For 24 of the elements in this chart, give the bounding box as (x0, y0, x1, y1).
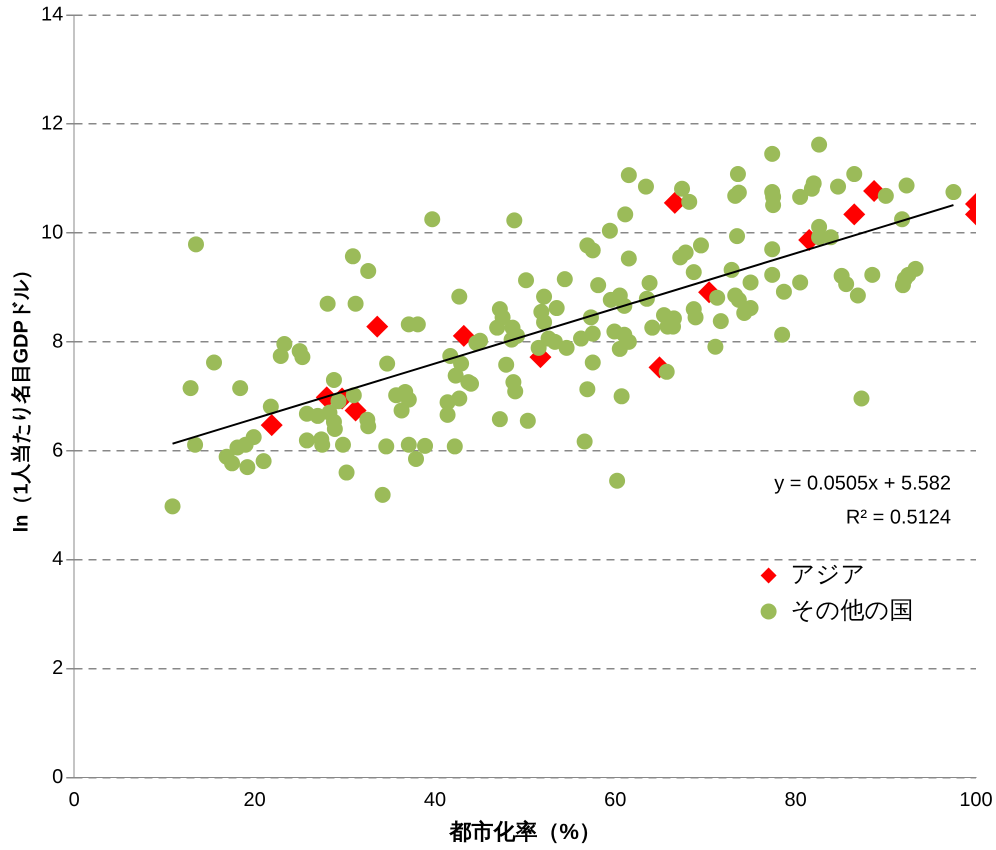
y-tick-label: 14 (40, 4, 64, 26)
y-tick-label: 10 (40, 221, 64, 244)
x-tick-label: 80 (784, 789, 807, 812)
x-axis-title: 都市化率（%） (448, 818, 601, 844)
point (452, 324, 475, 347)
annotation: R² = 0.5124 (846, 506, 951, 529)
point (366, 316, 388, 338)
x-tick-label: 100 (959, 789, 993, 812)
x-tick-label: 40 (424, 789, 446, 812)
x-tick-label: 60 (604, 789, 626, 812)
point (843, 203, 866, 226)
y-axis-title: ln（1人当たり名目GDPドル） (10, 260, 33, 532)
y-tick-label: 4 (52, 548, 64, 570)
y-tick-label: 12 (40, 112, 64, 134)
legend-label: その他の国 (790, 597, 914, 624)
y-tick-label: 8 (52, 330, 64, 352)
point (260, 414, 283, 436)
y-tick-label: 0 (52, 766, 64, 788)
annotation: y = 0.0505x + 5.582 (774, 472, 951, 495)
legend-label: アジア (790, 561, 866, 588)
x-tick-label: 20 (243, 789, 266, 812)
y-tick-label: 6 (52, 439, 64, 462)
y-tick-label: 2 (52, 657, 64, 680)
x-tick-label: 0 (68, 789, 80, 812)
